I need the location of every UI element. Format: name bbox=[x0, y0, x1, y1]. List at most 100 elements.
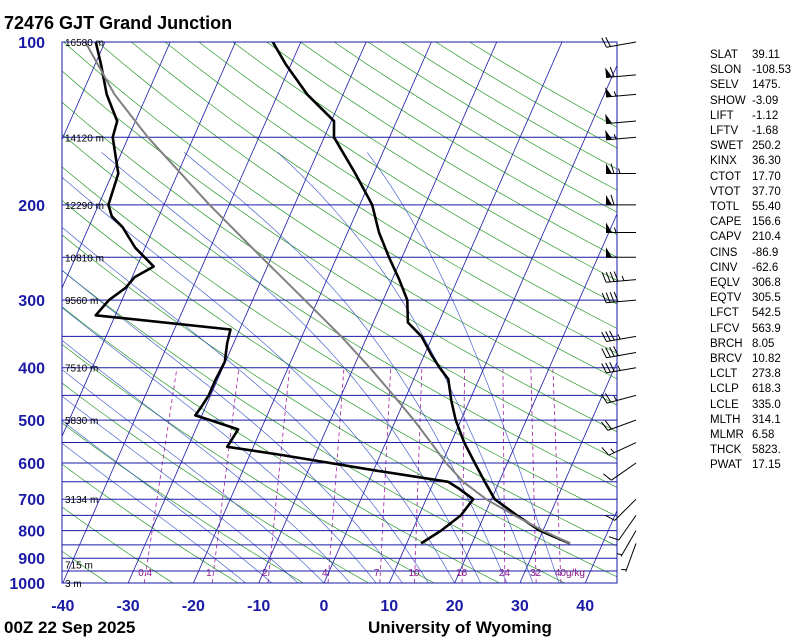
wind-barb-shaft bbox=[606, 279, 637, 283]
index-row: PWAT 17.15 bbox=[710, 458, 791, 473]
mixing-ratio-line bbox=[211, 367, 240, 583]
index-row: MLTH 314.1 bbox=[710, 413, 791, 428]
index-key: SWET bbox=[710, 140, 744, 153]
index-key: LIFT bbox=[710, 109, 734, 122]
index-key: SHOW bbox=[710, 94, 746, 107]
index-value: -3.09 bbox=[752, 94, 779, 107]
wind-barb-feather bbox=[601, 363, 607, 374]
wind-barb bbox=[605, 498, 637, 521]
pressure-tick-label: 900 bbox=[18, 551, 45, 568]
isotherm-line bbox=[62, 42, 236, 438]
wind-barb-feather bbox=[601, 37, 607, 48]
index-value: -86.9 bbox=[752, 246, 779, 259]
temperature-tick-label: -30 bbox=[117, 598, 140, 615]
temperature-tick-label: 40 bbox=[576, 598, 594, 615]
moist-adiabat-line bbox=[62, 306, 377, 583]
wind-barb-half-feather bbox=[617, 365, 621, 371]
height-label: 3134 m bbox=[65, 495, 98, 506]
wind-barb-half-feather bbox=[616, 553, 623, 556]
wind-barb-half-feather bbox=[610, 448, 615, 454]
wind-barb-shaft bbox=[607, 419, 637, 431]
index-value: -62.6 bbox=[752, 261, 779, 274]
index-value: 37.70 bbox=[752, 185, 781, 198]
index-value: 1475. bbox=[752, 79, 781, 92]
wind-barb-shaft bbox=[608, 442, 637, 456]
wind-barb bbox=[605, 113, 637, 125]
pressure-tick-label: 200 bbox=[18, 198, 45, 215]
temperature-tick-label: 10 bbox=[380, 598, 398, 615]
mixing-ratio-line bbox=[552, 367, 562, 583]
index-value: 335.0 bbox=[752, 398, 781, 411]
index-value: 156.6 bbox=[752, 216, 781, 229]
footer-source: University of Wyoming bbox=[368, 618, 552, 637]
isobars bbox=[62, 41, 617, 584]
index-key: CINS bbox=[710, 246, 738, 259]
index-row: THCK 5823. bbox=[710, 443, 791, 458]
index-value: 17.70 bbox=[752, 170, 781, 183]
mixing-ratio-label: 16 bbox=[456, 568, 468, 579]
wind-barb-feather bbox=[613, 291, 619, 302]
index-row: LFTV -1.68 bbox=[710, 124, 791, 139]
plot-frame bbox=[61, 41, 618, 584]
wind-barb bbox=[601, 442, 637, 456]
index-row: CAPV 210.4 bbox=[710, 230, 791, 245]
temperature-axis-labels: -40 -30 -20 -10 0 10 20 30 40 bbox=[51, 598, 594, 615]
wind-barb-feather bbox=[613, 271, 619, 282]
wind-barb-feather bbox=[601, 292, 607, 303]
temperature-tick-label: 30 bbox=[511, 598, 529, 615]
index-value: 10.82 bbox=[752, 353, 781, 366]
wind-barb-shaft bbox=[606, 120, 637, 125]
index-key: CTOT bbox=[710, 170, 742, 183]
index-key: THCK bbox=[710, 444, 742, 457]
wind-barb-flag bbox=[605, 113, 613, 124]
height-label: 10810 m bbox=[65, 253, 104, 264]
wind-barb-flag bbox=[606, 163, 612, 174]
wind-barb-flag bbox=[605, 87, 613, 98]
index-value: 273.8 bbox=[752, 368, 781, 381]
wind-barb-feather bbox=[609, 330, 615, 341]
index-row: EQTV 305.5 bbox=[710, 291, 791, 306]
wind-barb bbox=[601, 271, 637, 283]
wind-barb bbox=[606, 163, 636, 174]
sounding-indices-table: SLAT 39.11 SLON -108.53 SELV 1475. SHOW -3.09 LI… bbox=[710, 48, 791, 474]
index-key: CAPV bbox=[710, 231, 742, 244]
index-row: BRCH 8.05 bbox=[710, 337, 791, 352]
index-value: 210.4 bbox=[752, 231, 781, 244]
wind-barb-feather bbox=[605, 36, 611, 47]
index-value: -1.68 bbox=[752, 125, 779, 138]
pressure-tick-label: 1000 bbox=[9, 576, 45, 593]
temperature-tick-label: 20 bbox=[446, 598, 464, 615]
isotherm-line bbox=[454, 212, 617, 583]
wind-barb-feather bbox=[605, 272, 611, 283]
index-value: 618.3 bbox=[752, 383, 781, 396]
pressure-axis-labels: 100 200 300 400 500 600 700 800 900 1000 bbox=[9, 35, 45, 593]
height-labels: 16580 m 14120 m 12290 m 10810 m 9560 m 7510 m… bbox=[65, 38, 104, 590]
index-value: 5823. bbox=[752, 444, 781, 457]
pressure-tick-label: 300 bbox=[18, 293, 45, 310]
mixing-ratio-line bbox=[143, 367, 178, 583]
wind-barb bbox=[601, 361, 637, 374]
moist-adiabat-line bbox=[62, 369, 325, 583]
mixing-ratio-line bbox=[379, 367, 392, 583]
mixing-ratio-label: 2 bbox=[262, 568, 268, 579]
mixing-ratio-label: 0.4 bbox=[138, 568, 152, 579]
index-row: SWET 250.2 bbox=[710, 139, 791, 154]
index-key: LFCT bbox=[710, 307, 739, 320]
index-row: MLMR 6.58 bbox=[710, 428, 791, 443]
mixing-ratio-labels: 0.4 1 2 4 7 10 16 24 32 40g/kg bbox=[138, 568, 585, 579]
height-label: 14120 m bbox=[65, 133, 104, 144]
index-key: BRCH bbox=[710, 337, 743, 350]
mixing-ratio-label: 10 bbox=[408, 568, 420, 579]
index-key: PWAT bbox=[710, 459, 742, 472]
index-row: LFCV 563.9 bbox=[710, 322, 791, 337]
index-row: TOTL 55.40 bbox=[710, 200, 791, 215]
sounding-traces bbox=[84, 42, 571, 545]
wind-barb-feather bbox=[601, 272, 607, 283]
index-row: LCLP 618.3 bbox=[710, 382, 791, 397]
index-row: KINX 36.30 bbox=[710, 154, 791, 169]
mixing-ratio-line bbox=[327, 367, 345, 583]
wind-barb-flag bbox=[605, 129, 613, 140]
temperature-tick-label: 0 bbox=[320, 598, 329, 615]
wind-barb bbox=[601, 291, 637, 304]
wind-barb-feather bbox=[608, 536, 619, 541]
